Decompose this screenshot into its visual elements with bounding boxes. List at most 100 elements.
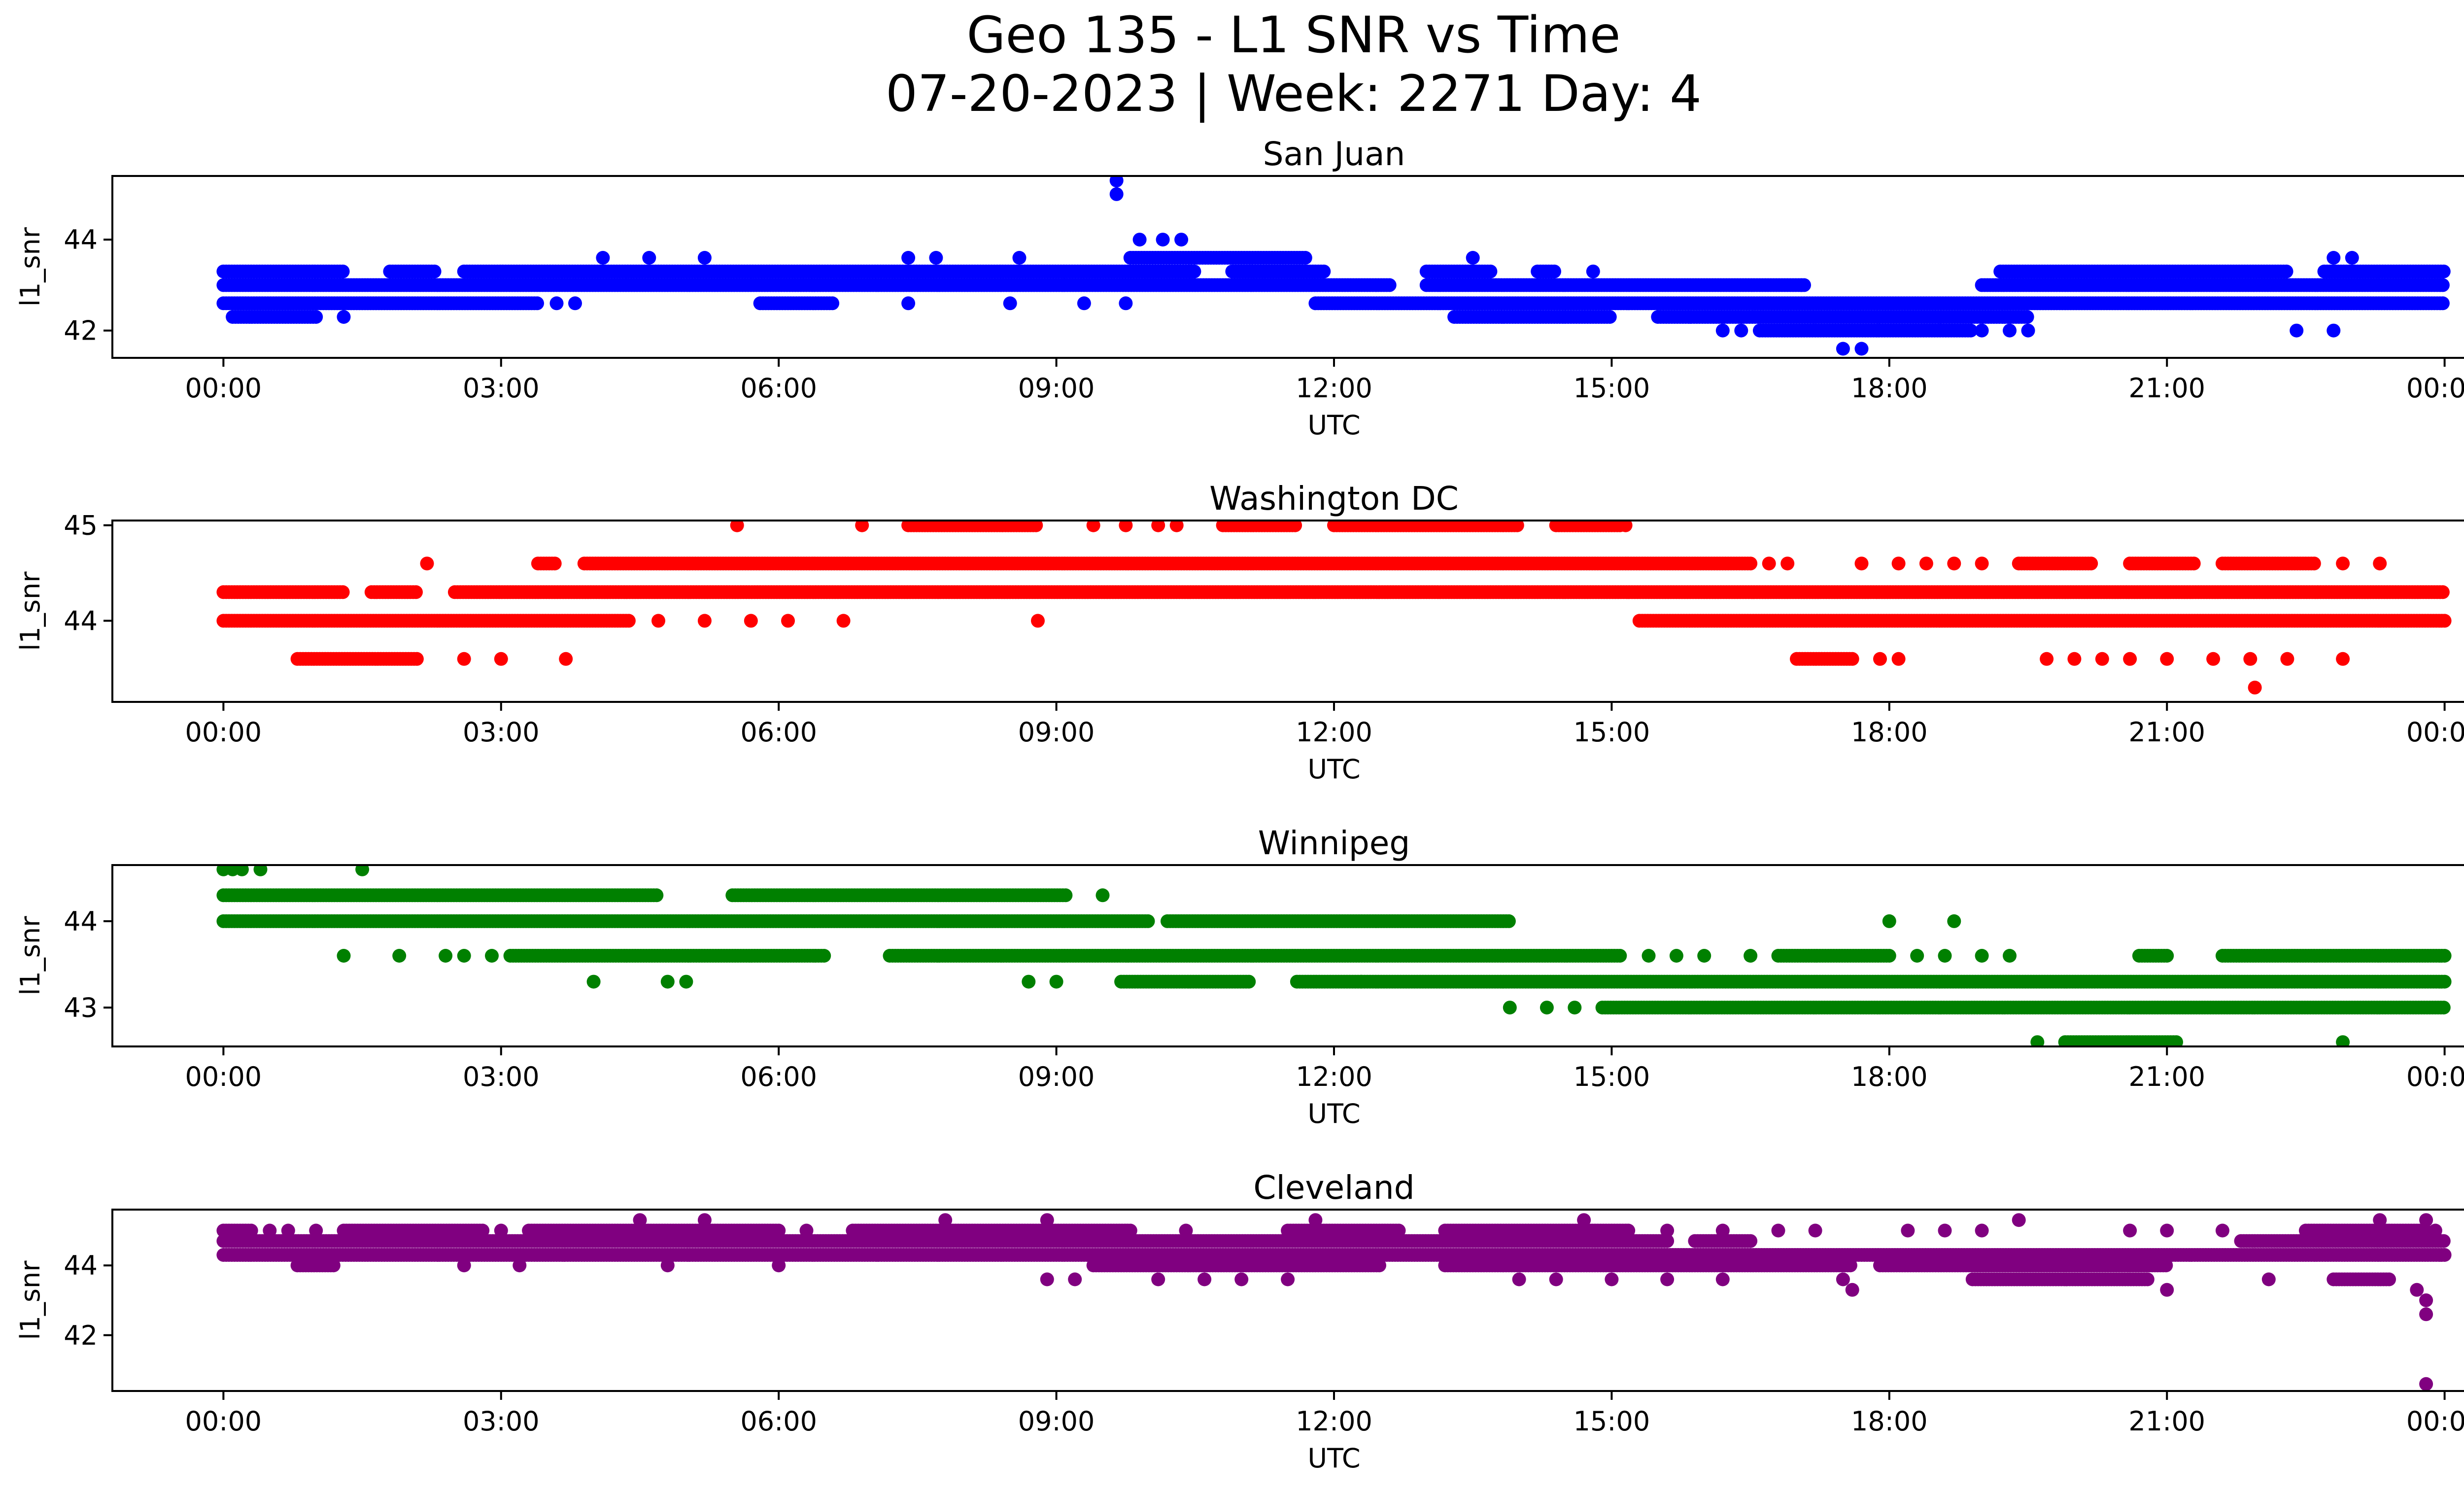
data-point bbox=[1298, 251, 1312, 265]
data-point bbox=[1288, 521, 1302, 532]
scatter-band-43.3 bbox=[216, 264, 2451, 278]
data-point bbox=[855, 521, 869, 532]
x-axis-label: UTC bbox=[1307, 410, 1360, 441]
data-point bbox=[1715, 323, 1730, 338]
scatter-outliers bbox=[420, 521, 2387, 695]
x-axis-label: UTC bbox=[1307, 754, 1360, 785]
data-point bbox=[549, 296, 564, 311]
x-tick-label: 18:00 bbox=[1851, 373, 1928, 404]
x-tick-label: 12:00 bbox=[1296, 373, 1372, 404]
data-point bbox=[929, 251, 943, 265]
data-point bbox=[836, 614, 851, 628]
data-point bbox=[2084, 556, 2098, 571]
data-point bbox=[1947, 556, 1961, 571]
data-point bbox=[2327, 323, 2341, 338]
scatter-band-44 bbox=[216, 614, 2452, 628]
data-point bbox=[2003, 323, 2017, 338]
data-point bbox=[2206, 652, 2221, 666]
data-point bbox=[2040, 652, 2054, 666]
data-point bbox=[1029, 521, 1043, 532]
scatter-points bbox=[216, 865, 2452, 1046]
x-tick-label: 15:00 bbox=[1574, 717, 1650, 748]
data-point bbox=[1975, 556, 1989, 571]
data-point bbox=[1109, 187, 1124, 201]
data-point bbox=[1964, 323, 1978, 338]
subplot-title: San Juan bbox=[1263, 135, 1405, 173]
x-tick-label: 18:00 bbox=[1851, 717, 1928, 748]
data-point bbox=[1119, 296, 1133, 311]
data-point bbox=[1854, 342, 1869, 356]
data-point bbox=[901, 296, 916, 311]
subplot-title: Winnipeg bbox=[1258, 824, 1410, 862]
x-tick-label: 06:00 bbox=[740, 373, 817, 404]
data-point bbox=[2187, 556, 2201, 571]
data-point bbox=[410, 652, 424, 666]
axes-frame bbox=[111, 520, 2464, 703]
data-point bbox=[559, 652, 573, 666]
data-point bbox=[2436, 264, 2451, 278]
y-axis-label: l1_snr bbox=[15, 227, 46, 307]
scatter-band-43 bbox=[216, 278, 2450, 292]
scatter-band-42 bbox=[1752, 323, 1978, 338]
data-point bbox=[2435, 585, 2450, 599]
data-point bbox=[2160, 652, 2174, 666]
data-point bbox=[2243, 652, 2258, 666]
data-point bbox=[548, 556, 562, 571]
data-point bbox=[651, 614, 665, 628]
x-tick-label: 03:00 bbox=[463, 373, 540, 404]
data-point bbox=[1169, 521, 1184, 532]
scatter-points bbox=[216, 521, 2452, 695]
scatter-points bbox=[216, 176, 2451, 356]
data-point bbox=[1891, 652, 1906, 666]
data-point bbox=[2248, 680, 2262, 695]
x-tick-label: 21:00 bbox=[2128, 717, 2205, 748]
data-point bbox=[1077, 296, 1091, 311]
scatter-band-42.3 bbox=[226, 310, 2034, 324]
data-point bbox=[1744, 556, 1758, 571]
x-tick-label: 06:00 bbox=[740, 717, 817, 748]
data-point bbox=[2290, 323, 2304, 338]
data-point bbox=[2345, 251, 2359, 265]
data-point bbox=[2280, 652, 2294, 666]
data-point bbox=[336, 585, 350, 599]
data-point bbox=[1873, 652, 1887, 666]
y-tick-label: 44 bbox=[64, 224, 98, 255]
data-point bbox=[744, 614, 758, 628]
data-point bbox=[420, 556, 434, 571]
data-point bbox=[1762, 556, 1776, 571]
data-point bbox=[1734, 323, 1748, 338]
data-point bbox=[2327, 251, 2341, 265]
data-point bbox=[1132, 233, 1147, 247]
data-point bbox=[427, 264, 442, 278]
data-point bbox=[1012, 251, 1027, 265]
data-point bbox=[1780, 556, 1795, 571]
scatter-band-43.6 bbox=[290, 652, 1859, 666]
data-point bbox=[2373, 556, 2387, 571]
data-point bbox=[1059, 888, 1073, 903]
data-point bbox=[642, 251, 656, 265]
data-point bbox=[2123, 652, 2137, 666]
x-tick-label: 00:00 bbox=[2406, 373, 2464, 404]
scatter-band-44 bbox=[216, 914, 1516, 928]
y-tick-label: 44 bbox=[64, 605, 98, 636]
scatter-band-44.3 bbox=[216, 888, 1073, 903]
scatter-band-45 bbox=[901, 521, 1627, 532]
data-point bbox=[1141, 914, 1155, 928]
data-point bbox=[568, 296, 582, 311]
y-tick-label: 45 bbox=[64, 510, 98, 541]
data-point bbox=[1836, 342, 1850, 356]
y-axis-label: l1_snr bbox=[15, 571, 46, 651]
data-point bbox=[2020, 310, 2034, 324]
figure-title-line-2: 07-20-2023 | Week: 2271 Day: 4 bbox=[886, 65, 1702, 123]
data-point bbox=[1119, 521, 1133, 532]
data-point bbox=[1109, 176, 1124, 188]
data-point bbox=[1317, 264, 1331, 278]
data-point bbox=[1483, 264, 1498, 278]
subplot-title: Washington DC bbox=[1209, 480, 1459, 518]
data-point bbox=[494, 652, 508, 666]
